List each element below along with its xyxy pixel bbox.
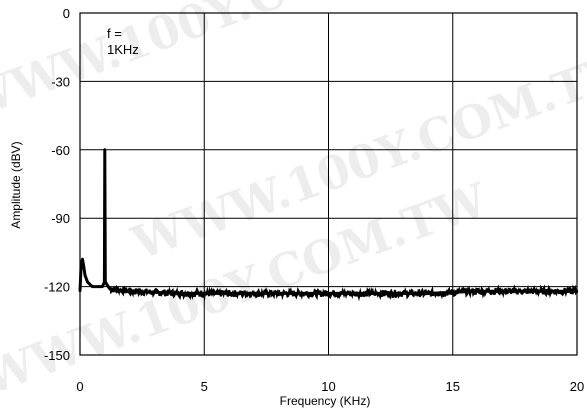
x-tick-label: 5	[201, 379, 208, 394]
watermark-text: WWW.100Y.COM.TW	[0, 0, 475, 131]
y-tick-label: -90	[51, 211, 70, 226]
y-tick-label: 0	[63, 6, 70, 21]
annotation-line-1: f =	[107, 26, 122, 41]
y-tick-label: -30	[51, 74, 70, 89]
series-point	[83, 274, 87, 277]
series-point	[86, 280, 89, 284]
x-tick-labels: 0 5 10 15 20	[76, 379, 584, 394]
series-point	[88, 283, 92, 286]
x-tick-label: 0	[76, 379, 83, 394]
grid	[79, 12, 578, 356]
series-point	[91, 285, 94, 288]
series-point	[277, 292, 280, 295]
series-point	[327, 292, 330, 295]
x-tick-label: 15	[446, 379, 460, 394]
series-point	[96, 285, 99, 288]
series-point	[82, 264, 85, 268]
x-axis-title: Frequency (KHz)	[280, 394, 371, 408]
y-tick-label: -120	[44, 280, 70, 295]
series-point	[103, 148, 107, 151]
series-layer	[78, 148, 579, 302]
series-point	[80, 262, 83, 265]
series-point	[81, 258, 84, 261]
series-point	[476, 289, 479, 293]
series-point	[108, 287, 112, 291]
y-tick-label: -150	[44, 348, 70, 363]
series-point	[575, 289, 579, 293]
series-noise	[109, 284, 579, 302]
x-tick-label: 20	[570, 379, 584, 394]
series-point	[227, 292, 231, 295]
series-point	[526, 289, 529, 293]
y-tick-labels: 0 -30 -60 -90 -120 -150	[44, 6, 70, 363]
annotation-line-2: 1KHz	[107, 42, 139, 57]
series-point	[128, 289, 131, 293]
series-point	[104, 280, 107, 284]
y-tick-label: -60	[51, 143, 70, 158]
series-point	[101, 285, 104, 288]
series-point	[78, 289, 82, 293]
series-point	[426, 292, 430, 295]
y-axis-title: Amplitude (dBV)	[9, 141, 23, 228]
series-point	[377, 292, 380, 295]
x-tick-label: 10	[321, 379, 335, 394]
series-point	[178, 292, 181, 295]
